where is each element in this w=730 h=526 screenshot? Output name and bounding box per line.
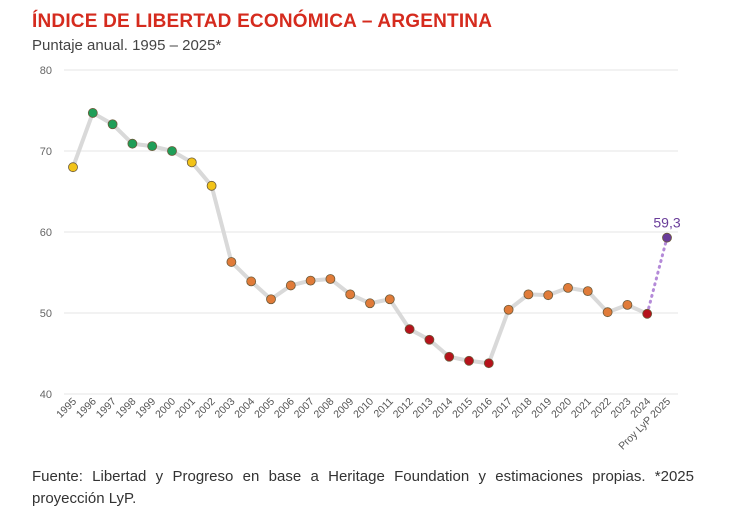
data-point-1999: [147, 141, 158, 152]
x-tick-label: 2007: [292, 396, 317, 421]
x-tick-label: 1999: [133, 396, 158, 421]
data-point-2020: [563, 282, 573, 293]
x-tick-label: 2004: [232, 396, 257, 421]
data-point-2010: [365, 298, 375, 309]
data-point-2009: [345, 289, 356, 300]
data-point-1996: [87, 108, 98, 118]
projection-data-label: 59,3: [653, 215, 680, 231]
data-point-2022: [602, 307, 613, 318]
data-point-2012: [404, 324, 415, 335]
x-tick-label: 2020: [549, 396, 574, 421]
series-line-historic: [71, 110, 649, 366]
x-tick-label: 2001: [173, 396, 198, 421]
data-point-2017: [503, 304, 514, 315]
data-point-2007: [305, 275, 316, 286]
data-point-2019: [543, 290, 554, 301]
data-point-2011: [384, 294, 395, 305]
data-point-2024: [642, 308, 653, 319]
x-tick-label: 2005: [252, 396, 277, 421]
x-tick-label: 2014: [430, 396, 455, 421]
x-tick-label: 2008: [312, 396, 337, 421]
y-tick-label: 50: [40, 308, 52, 320]
x-tick-label: 2012: [391, 396, 416, 421]
x-tick-label: 2013: [411, 396, 436, 421]
data-point-2004: [246, 276, 257, 287]
source-note: Fuente: Libertad y Progreso en base a He…: [32, 468, 694, 507]
x-tick-label: 1995: [54, 396, 79, 421]
gridlines: [64, 69, 678, 395]
y-tick-label: 70: [40, 146, 52, 158]
data-point-1997: [107, 119, 118, 130]
x-tick-label: 1996: [74, 396, 99, 421]
x-tick-label: 2010: [351, 396, 376, 421]
data-point-2005: [266, 294, 276, 305]
data-point-1995: [68, 162, 78, 173]
x-tick-label: 2015: [450, 396, 475, 421]
chart-subtitle: Puntaje anual. 1995 – 2025*: [32, 37, 222, 54]
x-tick-label: 1998: [114, 396, 139, 421]
chart-title: ÍNDICE DE LIBERTAD ECONÓMICA – ARGENTINA: [32, 11, 493, 32]
x-tick-label: 2003: [213, 396, 238, 421]
data-point-Proy-LyP-2025: [662, 232, 672, 243]
series-line: [71, 110, 669, 366]
data-point-2002: [206, 180, 217, 191]
y-tick-label: 80: [40, 65, 52, 77]
x-tick-label: 2017: [490, 396, 515, 421]
x-tick-label: 2002: [193, 396, 218, 421]
data-point-2021: [582, 286, 593, 297]
data-point-1998: [127, 138, 138, 149]
x-tick-label: 2021: [569, 396, 594, 421]
data-labels: 59,3: [653, 215, 680, 231]
data-point-2013: [424, 334, 435, 345]
x-tick-label: 2009: [331, 396, 356, 421]
data-point-2015: [464, 355, 474, 366]
x-tick-label: 2022: [589, 396, 614, 421]
data-point-2001: [186, 157, 197, 168]
y-axis-ticks: 40 50 60 70 80: [40, 65, 52, 401]
data-points: [68, 108, 672, 369]
x-tick-label: 2011: [371, 396, 396, 421]
x-tick-label: 2018: [510, 396, 535, 421]
x-tick-label: 2016: [470, 396, 495, 421]
data-point-2003: [226, 257, 237, 267]
x-tick-label: 2006: [272, 396, 297, 421]
data-point-2016: [483, 358, 494, 369]
x-tick-label: 2000: [153, 396, 178, 421]
series-line-projection: [645, 236, 669, 316]
data-point-2000: [167, 146, 177, 156]
y-tick-label: 60: [40, 227, 52, 239]
x-axis-ticks: 1995199619971998199920002001200220032004…: [54, 396, 673, 453]
data-point-2023: [622, 299, 633, 310]
data-point-2006: [285, 280, 296, 291]
data-point-2014: [444, 351, 455, 362]
data-point-2018: [523, 289, 534, 300]
y-tick-label: 40: [40, 389, 52, 401]
data-point-2008: [325, 274, 336, 284]
x-tick-label: 2019: [529, 396, 554, 421]
x-tick-label: 2023: [609, 396, 634, 421]
x-tick-label: 1997: [94, 396, 119, 421]
